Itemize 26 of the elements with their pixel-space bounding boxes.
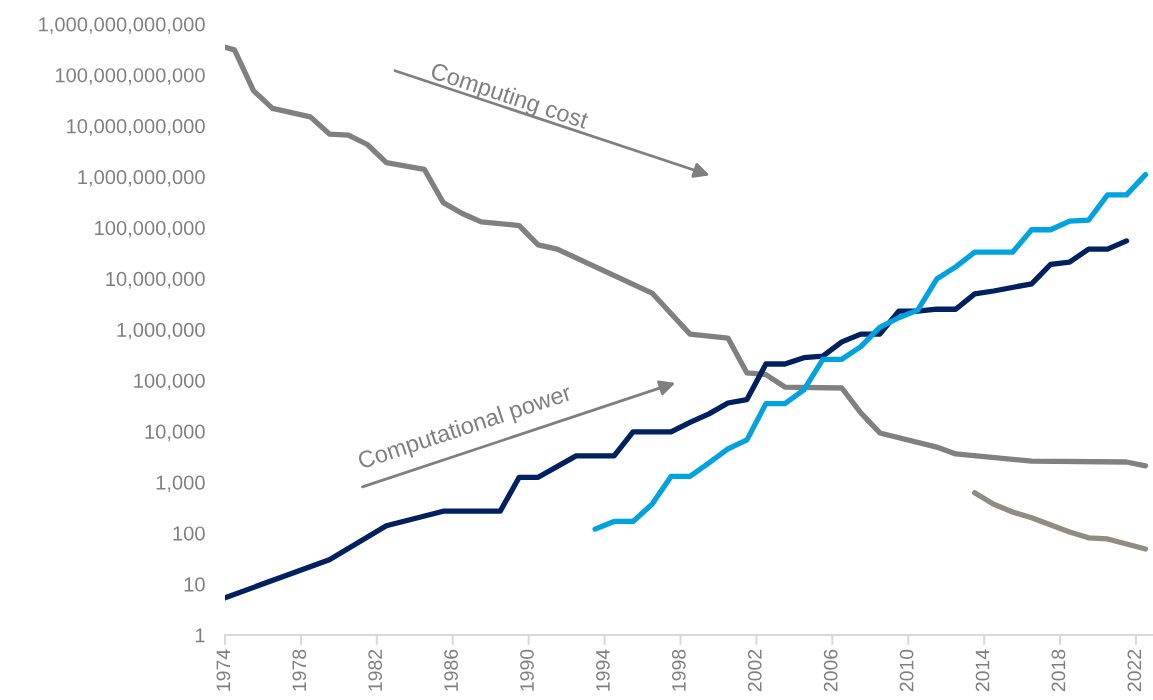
x-tick-label: 1974 [216,649,231,691]
x-tick-label: 2018 [1051,649,1066,692]
x-tick-label: 2010 [899,649,914,692]
y-tick-label: 10,000 [145,424,205,442]
x-tick-label: 2014 [975,649,990,692]
x-tick-label: 1982 [368,649,383,691]
y-tick-label: 10,000,000 [106,271,205,289]
x-tick-label: 1994 [596,649,610,691]
y-tick-label: 100,000,000 [95,220,205,238]
y-tick-label: 10,000,000,000 [67,119,205,136]
y-tick-label: 100,000 [134,373,205,391]
x-tick-label: 1986 [444,649,458,691]
y-tick-label: 100 [173,526,205,541]
y-tick-label: 1,000,000 [117,322,205,340]
x-tick-label: 1978 [292,649,307,691]
y-tick-label: 100,000,000,000 [55,68,205,85]
y-tick-label: 1,000,000,000 [78,169,205,187]
y-tick-label: 1,000,000,000,000 [39,17,205,34]
y-tick-label: 1 [195,628,205,643]
x-tick-label: 2022 [1127,649,1142,692]
x-tick-label: 1990 [520,649,534,691]
y-tick-label: 10 [184,577,205,592]
x-tick-label: 2002 [747,649,762,692]
x-tick-label: 2006 [823,649,838,692]
y-tick-label: 1,000 [156,475,205,493]
x-tick-label: 1998 [671,649,686,691]
